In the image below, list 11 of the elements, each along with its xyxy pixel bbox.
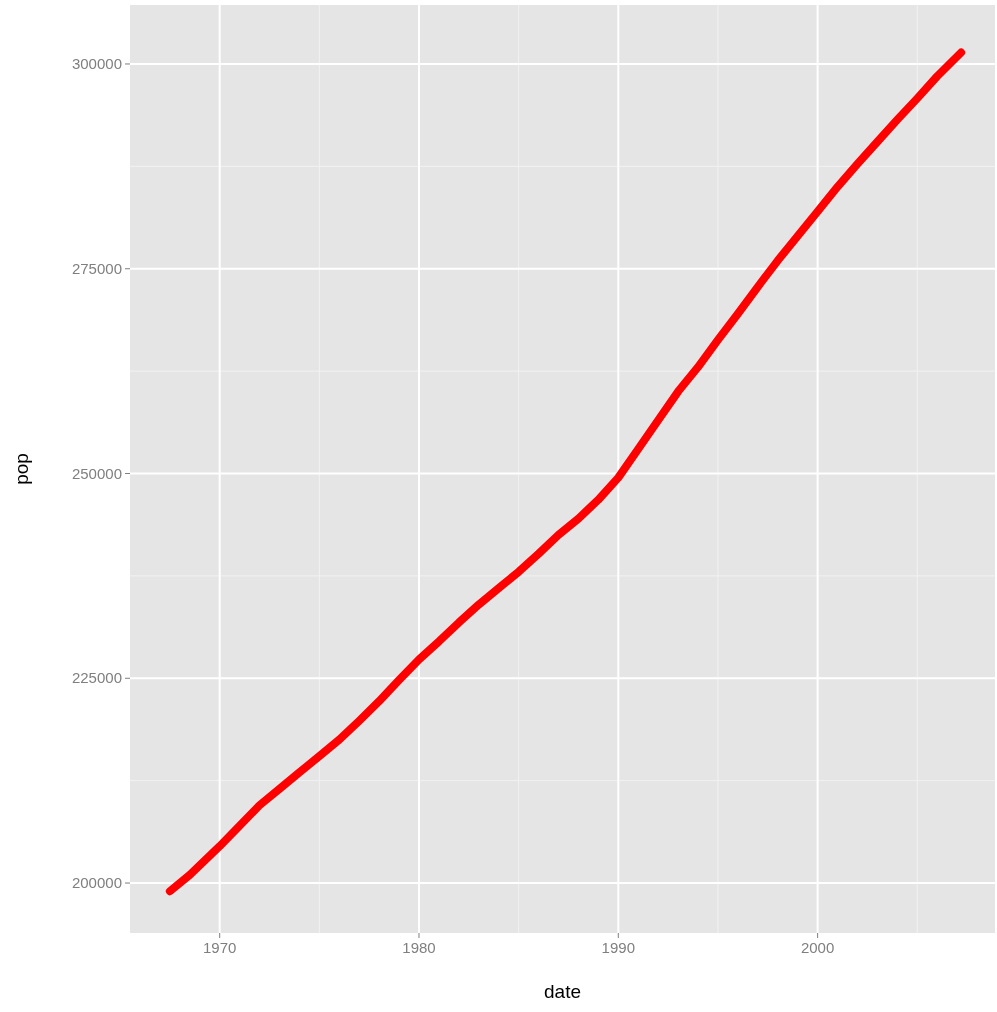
y-axis-title: pop <box>11 453 32 485</box>
y-tick-label: 200000 <box>71 874 122 892</box>
x-tick-label: 2000 <box>800 939 835 956</box>
x-tick-label: 1970 <box>203 939 237 956</box>
y-tick-label: 225000 <box>71 669 122 687</box>
x-tick-label: 1990 <box>601 939 635 956</box>
x-tick-label: 1980 <box>402 939 436 956</box>
y-tick-label: 275000 <box>71 259 122 277</box>
x-axis-title: date <box>544 981 581 1002</box>
y-tick-label: 250000 <box>71 464 122 482</box>
y-tick-label: 300000 <box>71 54 122 72</box>
